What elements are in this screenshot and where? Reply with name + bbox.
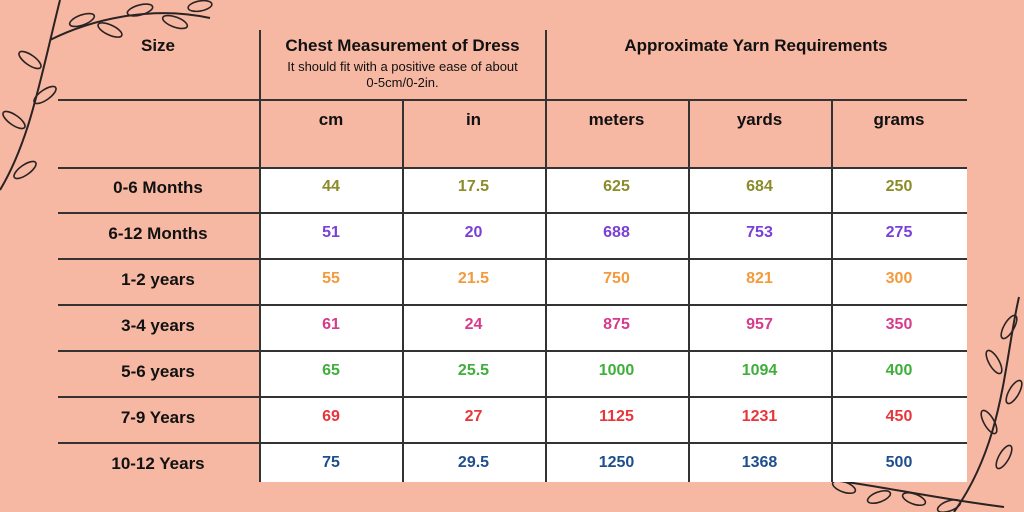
row-cm-value: 69 xyxy=(322,408,340,425)
chest-header-title: Chest Measurement of Dress xyxy=(285,36,520,55)
row-cm-value: 51 xyxy=(322,224,340,241)
row-grams-value: 350 xyxy=(885,316,913,333)
column-header-in: in xyxy=(465,110,482,129)
row-grams-value: 275 xyxy=(885,224,913,241)
row-size-label: 6-12 Months xyxy=(108,224,208,243)
row-in-value: 17.5 xyxy=(457,178,490,195)
chest-header-subtitle-line2: 0-5cm/0-2in. xyxy=(366,75,439,90)
row-rule xyxy=(58,212,967,214)
row-rule xyxy=(58,350,967,352)
row-rule xyxy=(58,167,967,169)
yarn-header-title: Approximate Yarn Requirements xyxy=(624,36,888,55)
row-yards-value: 1368 xyxy=(741,454,778,471)
header-divider-2 xyxy=(545,30,547,100)
column-header-grams: grams xyxy=(873,110,925,129)
row-rule xyxy=(58,396,967,398)
row-yards-value: 1094 xyxy=(741,362,778,379)
row-size-label: 5-6 years xyxy=(121,362,195,381)
row-yards-value: 753 xyxy=(746,224,773,241)
row-grams-value: 450 xyxy=(885,408,913,425)
row-in-value: 25.5 xyxy=(457,362,490,379)
row-meters-value: 750 xyxy=(603,270,630,287)
row-size-label: 0-6 Months xyxy=(113,178,203,197)
row-cm-value: 61 xyxy=(322,316,340,333)
row-grams-value: 500 xyxy=(885,454,913,471)
row-in-value: 27 xyxy=(464,408,483,425)
row-meters-value: 1000 xyxy=(598,362,635,379)
row-in-value: 24 xyxy=(464,316,483,333)
row-yards-value: 684 xyxy=(746,178,773,195)
column-divider-5 xyxy=(831,100,833,482)
row-meters-value: 625 xyxy=(603,178,630,195)
row-meters-value: 1250 xyxy=(598,454,635,471)
row-meters-value: 688 xyxy=(603,224,630,241)
row-rule xyxy=(58,442,967,444)
column-header-yards: yards xyxy=(736,110,783,129)
row-size-label: 10-12 Years xyxy=(111,454,205,473)
header-rule xyxy=(58,99,967,101)
row-size-label: 7-9 Years xyxy=(120,408,196,427)
row-size-label: 3-4 years xyxy=(121,316,195,335)
row-grams-value: 400 xyxy=(885,362,913,379)
column-divider-2 xyxy=(402,100,404,482)
row-cm-value: 44 xyxy=(322,178,340,195)
row-grams-value: 300 xyxy=(885,270,913,287)
row-in-value: 21.5 xyxy=(457,270,490,287)
chest-header-subtitle-line1: It should fit with a positive ease of ab… xyxy=(287,59,518,74)
row-grams-value: 250 xyxy=(885,178,913,195)
row-cm-value: 75 xyxy=(322,454,340,471)
column-divider-1 xyxy=(259,100,261,482)
row-in-value: 29.5 xyxy=(457,454,490,471)
row-rule xyxy=(58,304,967,306)
row-yards-value: 1231 xyxy=(741,408,778,425)
column-header-cm: cm xyxy=(318,110,344,129)
row-meters-value: 1125 xyxy=(599,408,634,425)
row-yards-value: 821 xyxy=(746,270,773,287)
row-in-value: 20 xyxy=(464,224,483,241)
row-cm-value: 55 xyxy=(322,270,340,287)
row-yards-value: 957 xyxy=(746,316,773,333)
size-header: Size xyxy=(140,36,176,55)
column-divider-3 xyxy=(545,100,547,482)
table-body-background xyxy=(260,167,967,482)
row-meters-value: 875 xyxy=(603,316,630,333)
column-divider-4 xyxy=(688,100,690,482)
row-cm-value: 65 xyxy=(322,362,340,379)
header-divider-1 xyxy=(259,30,261,100)
row-rule xyxy=(58,258,967,260)
column-header-meters: meters xyxy=(588,110,645,129)
row-size-label: 1-2 years xyxy=(121,270,195,289)
